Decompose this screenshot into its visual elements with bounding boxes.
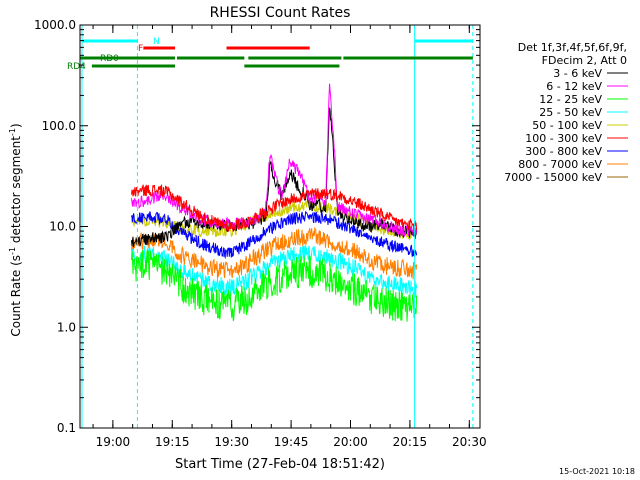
flag-label-rd4: RD4 (67, 62, 86, 72)
x-tick-label: 19:15 (155, 435, 190, 449)
y-axis-label: Count Rate (s-1 detector segment-1) (8, 123, 23, 336)
series-line-2 (131, 226, 418, 280)
series-line-4 (131, 249, 418, 322)
series-line-1 (131, 210, 418, 260)
legend-entry-label: 12 - 25 keV (539, 93, 602, 106)
series-line-7 (131, 184, 418, 232)
series-group (131, 83, 418, 322)
legend-entry-label: 25 - 50 keV (539, 106, 602, 119)
flag-bars-group: NF RD0 RD4 (67, 37, 473, 72)
legend-entry-label: 800 - 7000 keV (518, 158, 602, 171)
x-tick-label: 19:45 (274, 435, 309, 449)
timestamp-label: 15-Oct-2021 10:18 (559, 467, 635, 476)
legend-entry-label: 7000 - 15000 keV (504, 171, 602, 184)
chart-title: RHESSI Count Rates (210, 5, 351, 21)
x-tick-label: 20:15 (393, 435, 428, 449)
legend-entry-label: 3 - 6 keV (553, 67, 602, 80)
legend: Det 1f,3f,4f,5f,6f,9f,FDecim 2, Att 03 -… (504, 41, 628, 184)
flag-label-f: F (138, 44, 143, 54)
legend-entry-label: 100 - 300 keV (525, 132, 602, 145)
x-axis-label: Start Time (27-Feb-04 18:51:42) (175, 457, 385, 472)
legend-header-line: Det 1f,3f,4f,5f,6f,9f, (518, 41, 627, 54)
x-tick-label: 19:30 (214, 435, 249, 449)
legend-header-line: FDecim 2, Att 0 (542, 54, 627, 67)
attenuator-lines (81, 25, 474, 428)
x-tick-label: 20:00 (333, 435, 368, 449)
flag-label-n: N (153, 37, 160, 47)
y-tick-label: 0.1 (57, 421, 76, 435)
y-tick-label: 10.0 (49, 220, 76, 234)
legend-entry-label: 50 - 100 keV (532, 119, 602, 132)
legend-entry-label: 6 - 12 keV (546, 80, 602, 93)
y-tick-label: 1.0 (57, 320, 76, 334)
y-tick-label: 100.0 (42, 119, 76, 133)
y-tick-label: 1000.0 (34, 18, 76, 32)
legend-entry-label: 300 - 800 keV (525, 145, 602, 158)
axes-group: 0.1 1.0 10.0 100.0 1000.0 19:00 19:15 19:30 19:4… (34, 18, 487, 449)
series-line-6 (131, 83, 418, 237)
x-tick-label: 20:30 (452, 435, 487, 449)
x-tick-label: 19:00 (96, 435, 131, 449)
flag-label-rd0: RD0 (100, 54, 119, 64)
